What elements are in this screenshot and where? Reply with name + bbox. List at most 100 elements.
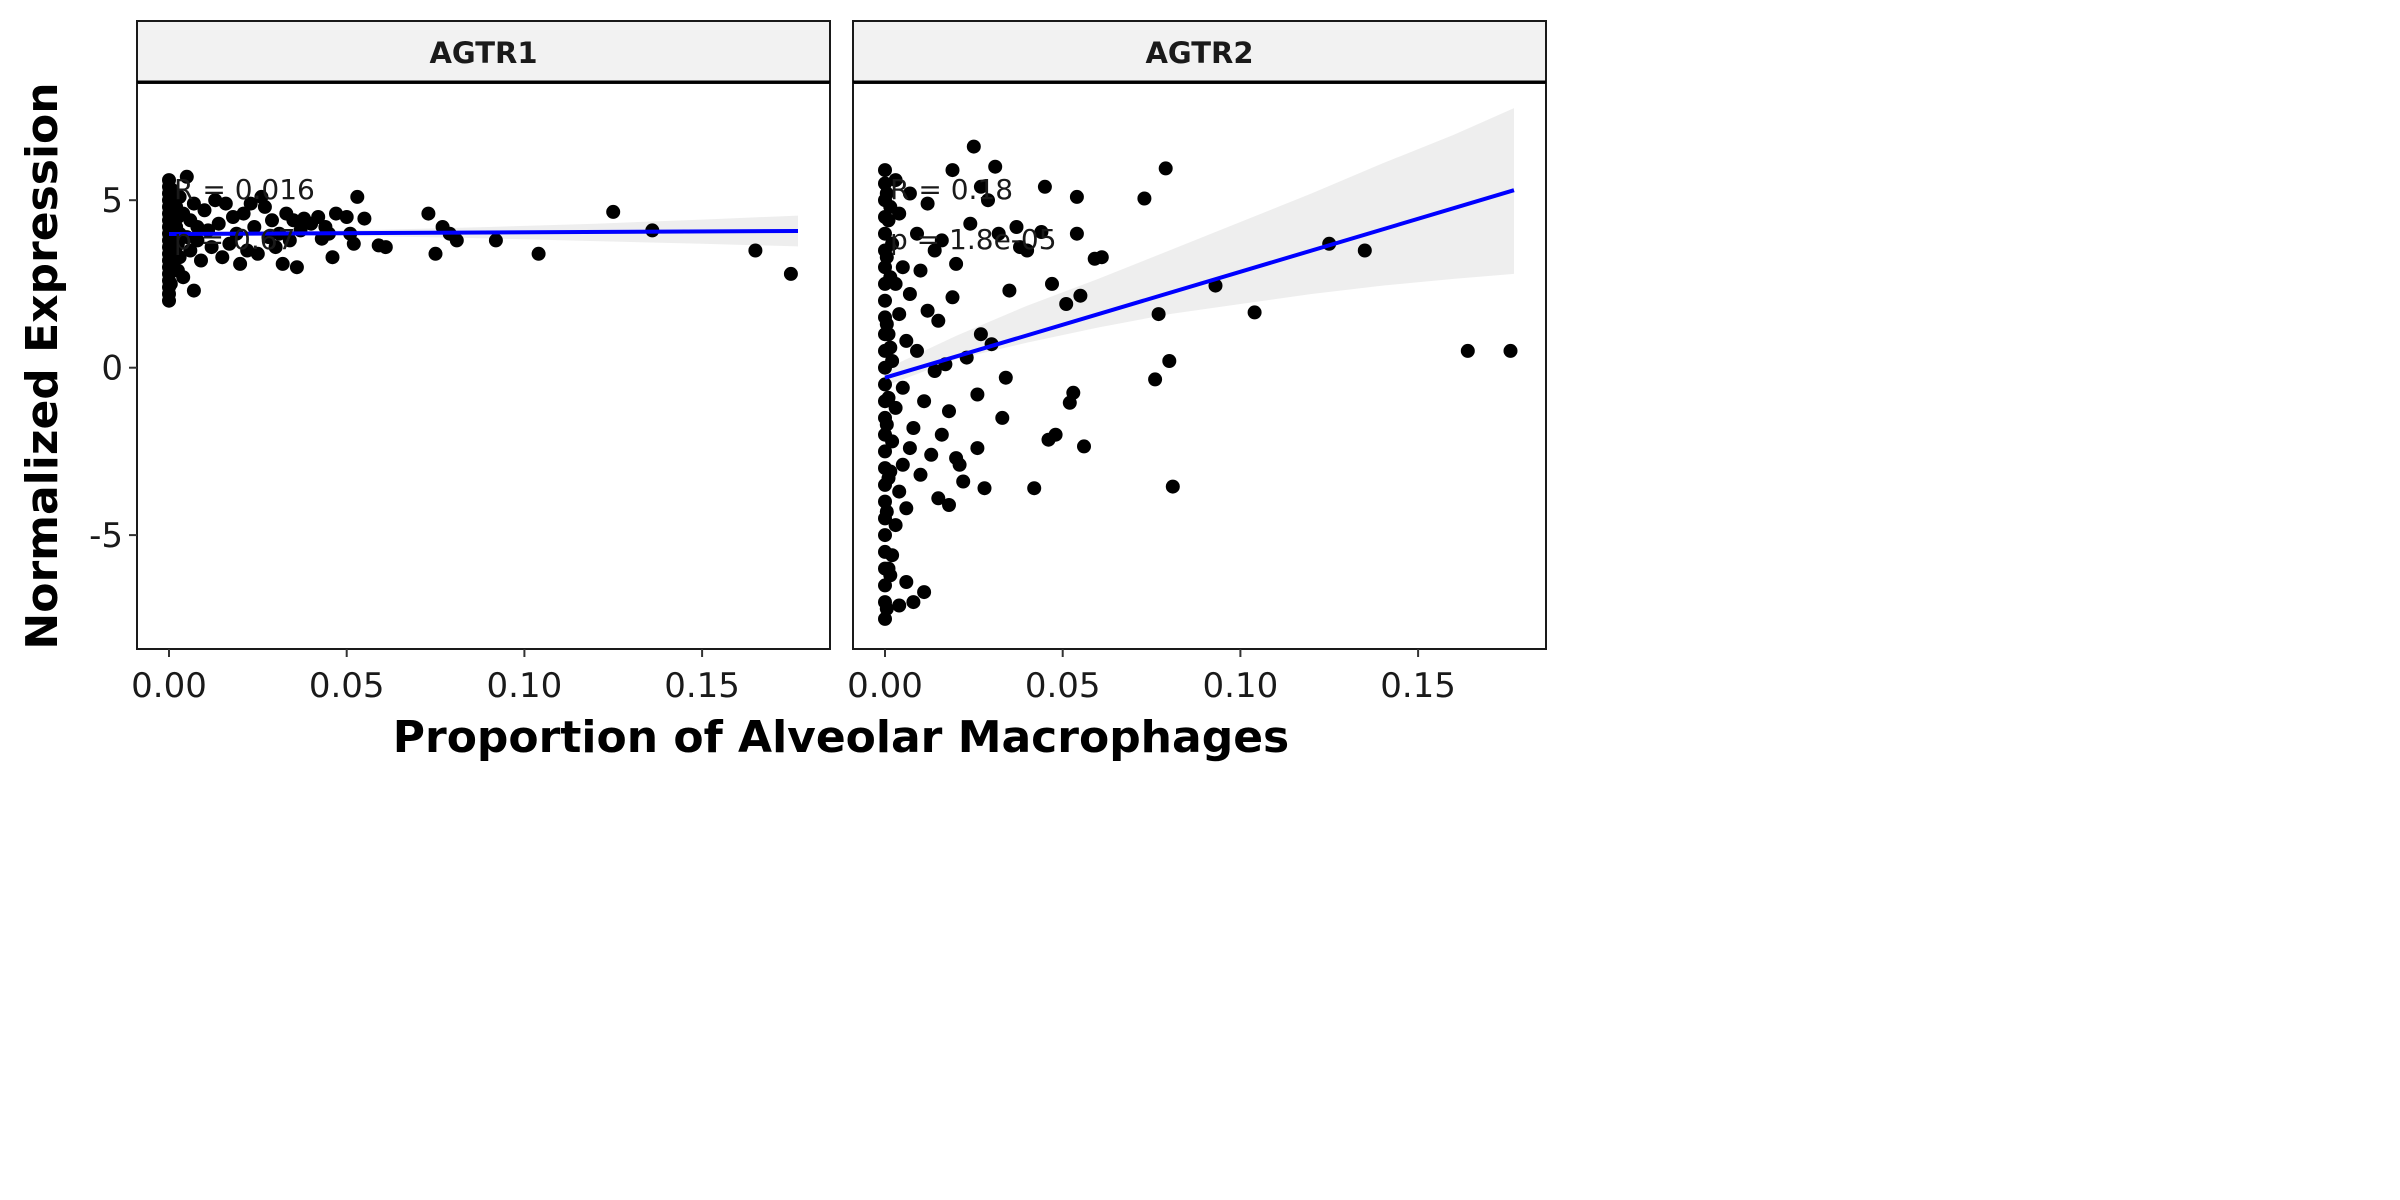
data-point	[247, 220, 262, 234]
data-point	[879, 186, 894, 201]
data-point	[913, 263, 928, 278]
data-point	[878, 394, 892, 409]
data-point	[917, 394, 932, 409]
data-point	[268, 240, 283, 255]
data-point	[748, 243, 763, 258]
data-point	[208, 193, 223, 208]
data-point	[371, 238, 386, 253]
data-point	[888, 173, 903, 188]
data-point	[421, 206, 436, 221]
data-point	[1062, 395, 1077, 410]
data-point	[942, 404, 956, 419]
strip-background	[852, 20, 1547, 83]
data-point	[878, 226, 892, 241]
data-point	[981, 193, 995, 208]
data-point	[183, 243, 198, 258]
data-point	[892, 484, 907, 499]
data-point	[186, 196, 201, 211]
panel-agtr2: AGTR2 R = 0.18 p = 1.8e-05 0.00 0.05 0.10 0…	[847, 20, 1547, 706]
faceted-scatter-figure: AGTR1 R = 0.016 p = 0.67 0.00 0.05 0.10 0.1…	[17, 20, 1547, 763]
data-point	[1027, 481, 1042, 496]
x-tick-label: 0.15	[1380, 666, 1456, 706]
data-point	[350, 189, 365, 204]
data-point	[917, 585, 932, 600]
data-point	[222, 236, 237, 251]
data-point	[913, 467, 928, 482]
data-point	[170, 263, 185, 278]
data-point	[879, 417, 894, 432]
data-point	[910, 226, 924, 241]
data-point	[902, 287, 917, 301]
data-point	[883, 568, 898, 583]
data-point	[899, 575, 914, 589]
data-point	[879, 317, 894, 332]
data-point	[883, 199, 898, 214]
data-point	[170, 236, 185, 251]
y-tick-label: 5	[101, 181, 123, 221]
data-point	[878, 293, 892, 308]
data-point	[1247, 305, 1262, 320]
data-point	[297, 211, 311, 226]
data-point	[167, 193, 182, 208]
data-point	[888, 400, 903, 415]
data-point	[910, 343, 924, 358]
data-point	[1137, 191, 1152, 206]
x-axis-title: Proportion of Alveolar Macrophages	[393, 712, 1289, 763]
data-point	[945, 163, 960, 178]
data-point	[1009, 220, 1024, 234]
data-point	[998, 370, 1013, 385]
x-tick-label: 0.05	[309, 666, 385, 706]
y-tick-label: -5	[89, 516, 123, 556]
data-point	[970, 387, 985, 402]
data-point	[1069, 189, 1084, 204]
y-axis-title: Normalized Expression	[17, 82, 68, 649]
data-point	[899, 333, 914, 348]
data-point	[973, 327, 988, 342]
data-point	[878, 163, 892, 178]
data-point	[1069, 226, 1084, 241]
data-point	[883, 270, 898, 285]
data-point	[995, 410, 1010, 425]
data-point	[878, 360, 892, 375]
data-point	[1037, 179, 1052, 194]
y-axis: -5 0 5	[89, 181, 137, 556]
data-point	[254, 189, 269, 204]
data-point	[991, 226, 1006, 241]
data-point	[892, 598, 907, 613]
data-point	[318, 220, 333, 234]
data-point	[339, 210, 354, 224]
data-point	[226, 210, 240, 224]
panel-border	[136, 82, 831, 650]
data-point	[970, 441, 985, 456]
data-point	[170, 210, 185, 224]
data-point	[1357, 243, 1372, 258]
data-point	[956, 474, 971, 489]
data-point	[1087, 251, 1102, 266]
data-point	[162, 173, 176, 188]
data-point	[1148, 372, 1163, 387]
data-point	[435, 220, 450, 234]
data-point	[931, 313, 946, 328]
data-point	[265, 213, 279, 228]
data-point	[945, 290, 960, 305]
panel-agtr1: AGTR1 R = 0.016 p = 0.67 0.00 0.05 0.10 0.1…	[131, 20, 831, 706]
data-point	[204, 240, 219, 255]
data-point	[963, 216, 978, 231]
data-point	[1041, 432, 1056, 447]
strip-title-agtr2: AGTR2	[1145, 36, 1253, 70]
data-point	[1059, 297, 1074, 311]
data-point	[1503, 343, 1518, 358]
data-point	[243, 196, 258, 211]
data-point	[1077, 439, 1091, 454]
data-point	[1002, 283, 1017, 298]
regression-line	[168, 229, 799, 236]
strip-title-agtr1: AGTR1	[429, 36, 537, 70]
data-point	[783, 266, 798, 281]
data-point	[606, 204, 621, 219]
data-point	[931, 491, 946, 506]
data-point	[1045, 276, 1059, 291]
data-point	[428, 246, 443, 261]
data-point	[1151, 307, 1166, 322]
data-point	[282, 233, 297, 248]
data-point	[218, 196, 233, 211]
